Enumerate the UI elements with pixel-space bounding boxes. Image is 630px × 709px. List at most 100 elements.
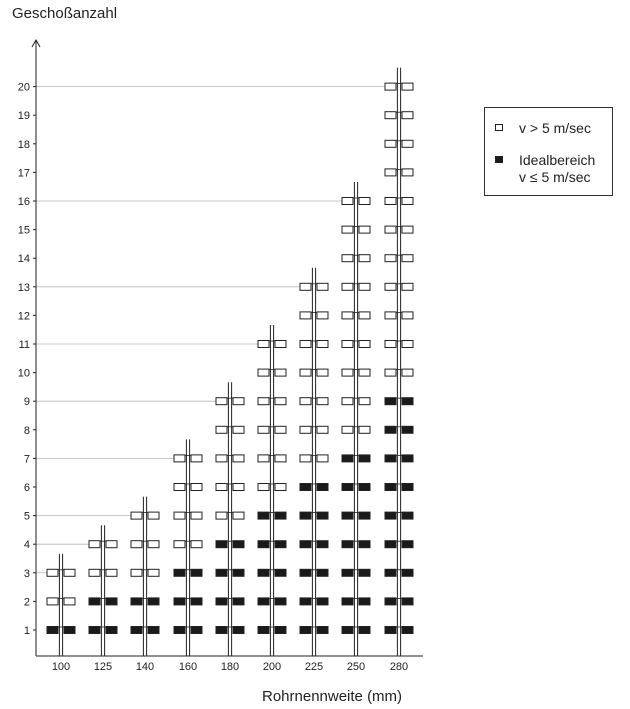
over-marker-250-8-right	[358, 425, 371, 434]
x-tick-label-100: 100	[52, 661, 70, 673]
ideal-marker-140-1-right	[147, 626, 160, 634]
ideal-marker-280-1-left	[384, 626, 397, 634]
y-axis-arrow-icon	[31, 38, 41, 48]
ideal-marker-280-8-right	[401, 425, 414, 434]
over-marker-250-11-left	[341, 340, 354, 348]
over-marker-200-9-left	[257, 397, 270, 406]
ideal-marker-160-2-left	[173, 597, 186, 606]
ideal-marker-200-2-left	[257, 597, 270, 606]
over-marker-160-6-right	[190, 483, 203, 491]
over-marker-180-9-left	[215, 397, 228, 406]
ideal-marker-280-9-right	[401, 397, 414, 406]
ideal-marker-225-2-right	[316, 597, 329, 606]
ideal-marker-125-2-right	[105, 597, 118, 606]
over-marker-160-5-right	[190, 511, 203, 520]
y-tick-label-11: 11	[19, 339, 30, 351]
over-marker-180-7-left	[215, 454, 228, 463]
ideal-marker-280-5-right	[401, 511, 414, 520]
over-marker-225-11-left	[299, 340, 312, 348]
x-tick-label-125: 125	[94, 661, 112, 673]
over-marker-250-11-right	[358, 340, 371, 348]
over-marker-250-13-right	[358, 282, 371, 291]
over-marker-160-6-left	[173, 483, 186, 491]
over-marker-140-3-right	[147, 568, 160, 577]
over-marker-200-6-right	[274, 483, 287, 491]
y-tick-label-4: 4	[24, 539, 30, 551]
gridlines	[36, 86, 388, 574]
pipe-column-200	[257, 325, 287, 656]
over-marker-280-17-left	[384, 168, 397, 177]
over-marker-225-9-left	[299, 397, 312, 406]
over-marker-250-15-right	[358, 225, 371, 234]
ideal-marker-225-1-left	[299, 626, 312, 634]
over-marker-225-12-right	[316, 311, 329, 320]
over-marker-200-10-left	[257, 368, 270, 377]
ideal-marker-140-2-left	[130, 597, 143, 606]
ideal-marker-250-7-left	[341, 454, 354, 463]
ideal-marker-200-1-right	[274, 626, 287, 634]
over-marker-200-8-right	[274, 425, 287, 434]
y-tick-label-14: 14	[18, 253, 30, 265]
ideal-marker-180-4-right	[232, 540, 245, 549]
over-marker-250-8-left	[341, 425, 354, 434]
over-marker-100-3-left	[46, 568, 59, 577]
over-marker-225-12-left	[299, 311, 312, 320]
filled-rectangle-icon	[495, 156, 503, 163]
ideal-marker-140-2-right	[147, 597, 160, 606]
ideal-marker-250-6-right	[358, 483, 371, 491]
ideal-marker-225-5-left	[299, 511, 312, 520]
ideal-marker-200-4-right	[274, 540, 287, 549]
legend-label-ideal-2: v ≤ 5 m/sec	[519, 169, 591, 185]
over-marker-225-7-left	[299, 454, 312, 463]
ideal-marker-280-7-right	[401, 454, 414, 463]
ideal-marker-180-1-right	[232, 626, 245, 634]
ideal-marker-250-5-right	[358, 511, 371, 520]
over-marker-250-16-right	[358, 197, 371, 205]
y-tick-label-17: 17	[18, 167, 30, 179]
over-marker-280-10-right	[401, 368, 414, 377]
ideal-marker-250-1-left	[341, 626, 354, 634]
y-tick-label-7: 7	[24, 453, 30, 465]
pipe-column-250	[341, 182, 371, 656]
over-marker-280-11-right	[401, 340, 414, 348]
over-marker-125-4-right	[105, 540, 118, 549]
axes	[31, 38, 423, 657]
over-marker-200-10-right	[274, 368, 287, 377]
over-marker-100-3-right	[63, 568, 76, 577]
over-marker-125-3-right	[105, 568, 118, 577]
ideal-marker-200-3-left	[257, 568, 270, 577]
ideal-marker-180-3-left	[215, 568, 228, 577]
over-marker-160-7-left	[173, 454, 186, 463]
over-marker-160-4-right	[190, 540, 203, 549]
over-marker-200-8-left	[257, 425, 270, 434]
ideal-marker-280-1-right	[401, 626, 414, 634]
over-marker-280-15-left	[384, 225, 397, 234]
over-marker-200-7-left	[257, 454, 270, 463]
ideal-marker-125-1-left	[88, 626, 101, 634]
pipe-column-225	[299, 267, 329, 656]
over-marker-225-10-right	[316, 368, 329, 377]
ideal-marker-125-1-right	[105, 626, 118, 634]
ideal-marker-280-9-left	[384, 397, 397, 406]
ideal-marker-225-4-right	[316, 540, 329, 549]
y-tick-label-8: 8	[24, 425, 30, 437]
ideal-marker-100-1-left	[46, 626, 59, 634]
x-tick-label-140: 140	[136, 661, 154, 673]
ideal-marker-280-8-left	[384, 425, 397, 434]
over-marker-125-4-left	[88, 540, 101, 549]
ideal-marker-280-5-left	[384, 511, 397, 520]
ideal-marker-100-1-right	[63, 626, 76, 634]
over-marker-280-10-left	[384, 368, 397, 377]
over-marker-160-7-right	[190, 454, 203, 463]
over-marker-250-14-right	[358, 254, 371, 263]
ideal-marker-250-3-right	[358, 568, 371, 577]
over-marker-225-8-left	[299, 425, 312, 434]
ideal-marker-160-1-left	[173, 626, 186, 634]
over-marker-200-9-right	[274, 397, 287, 406]
legend-label-ideal-1: Idealbereich	[519, 152, 596, 168]
ideal-marker-200-2-right	[274, 597, 287, 606]
over-marker-200-11-left	[257, 340, 270, 348]
over-marker-225-7-right	[316, 454, 329, 463]
over-marker-250-9-right	[358, 397, 371, 406]
over-marker-180-8-right	[232, 425, 245, 434]
